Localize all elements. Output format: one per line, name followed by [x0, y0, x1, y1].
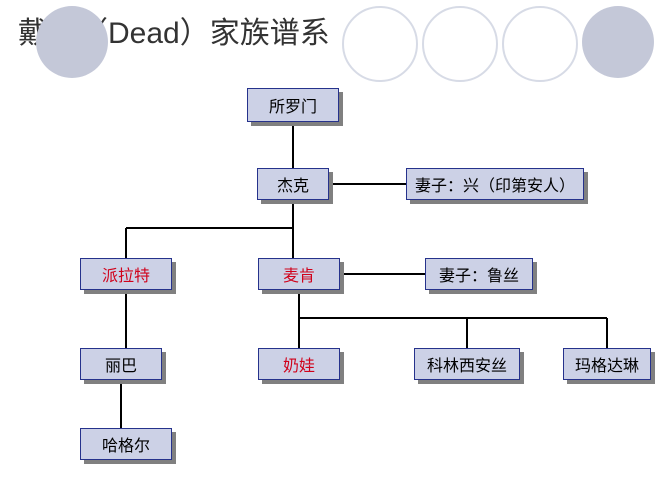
- node-milkman: 奶娃: [258, 348, 340, 380]
- node-label: 妻子：兴（印第安人）: [415, 172, 575, 196]
- node-box: 玛格达琳: [563, 348, 651, 380]
- node-reba: 丽巴: [80, 348, 162, 380]
- decorative-circle: [502, 6, 578, 82]
- node-corinth: 科林西安丝: [414, 348, 520, 380]
- node-box: 派拉特: [80, 258, 172, 290]
- node-macon: 麦肯: [258, 258, 340, 290]
- node-label: 麦肯: [283, 262, 315, 286]
- node-label: 玛格达琳: [575, 352, 639, 376]
- node-wife_xing: 妻子：兴（印第安人）: [406, 168, 584, 200]
- node-label: 所罗门: [269, 93, 317, 117]
- node-pilate: 派拉特: [80, 258, 172, 290]
- node-solomon: 所罗门: [247, 88, 339, 122]
- node-label: 科林西安丝: [427, 352, 507, 376]
- decorative-circle: [342, 6, 418, 82]
- node-box: 杰克: [257, 168, 329, 200]
- node-box: 麦肯: [258, 258, 340, 290]
- node-box: 妻子：鲁丝: [425, 258, 533, 290]
- node-hagar: 哈格尔: [80, 428, 172, 460]
- node-box: 妻子：兴（印第安人）: [406, 168, 584, 200]
- node-box: 哈格尔: [80, 428, 172, 460]
- node-label: 哈格尔: [102, 432, 150, 456]
- node-label: 奶娃: [283, 352, 315, 376]
- node-box: 奶娃: [258, 348, 340, 380]
- node-jack: 杰克: [257, 168, 329, 200]
- node-box: 科林西安丝: [414, 348, 520, 380]
- node-box: 丽巴: [80, 348, 162, 380]
- decorative-circle: [36, 6, 108, 78]
- node-label: 派拉特: [102, 262, 150, 286]
- connector-lines: [0, 0, 667, 500]
- node-label: 妻子：鲁丝: [439, 262, 519, 286]
- node-wife_ruth: 妻子：鲁丝: [425, 258, 533, 290]
- node-magdalene: 玛格达琳: [563, 348, 651, 380]
- node-box: 所罗门: [247, 88, 339, 122]
- decorative-circle: [582, 6, 654, 78]
- node-label: 丽巴: [105, 352, 137, 376]
- decorative-circle: [422, 6, 498, 82]
- node-label: 杰克: [277, 172, 309, 196]
